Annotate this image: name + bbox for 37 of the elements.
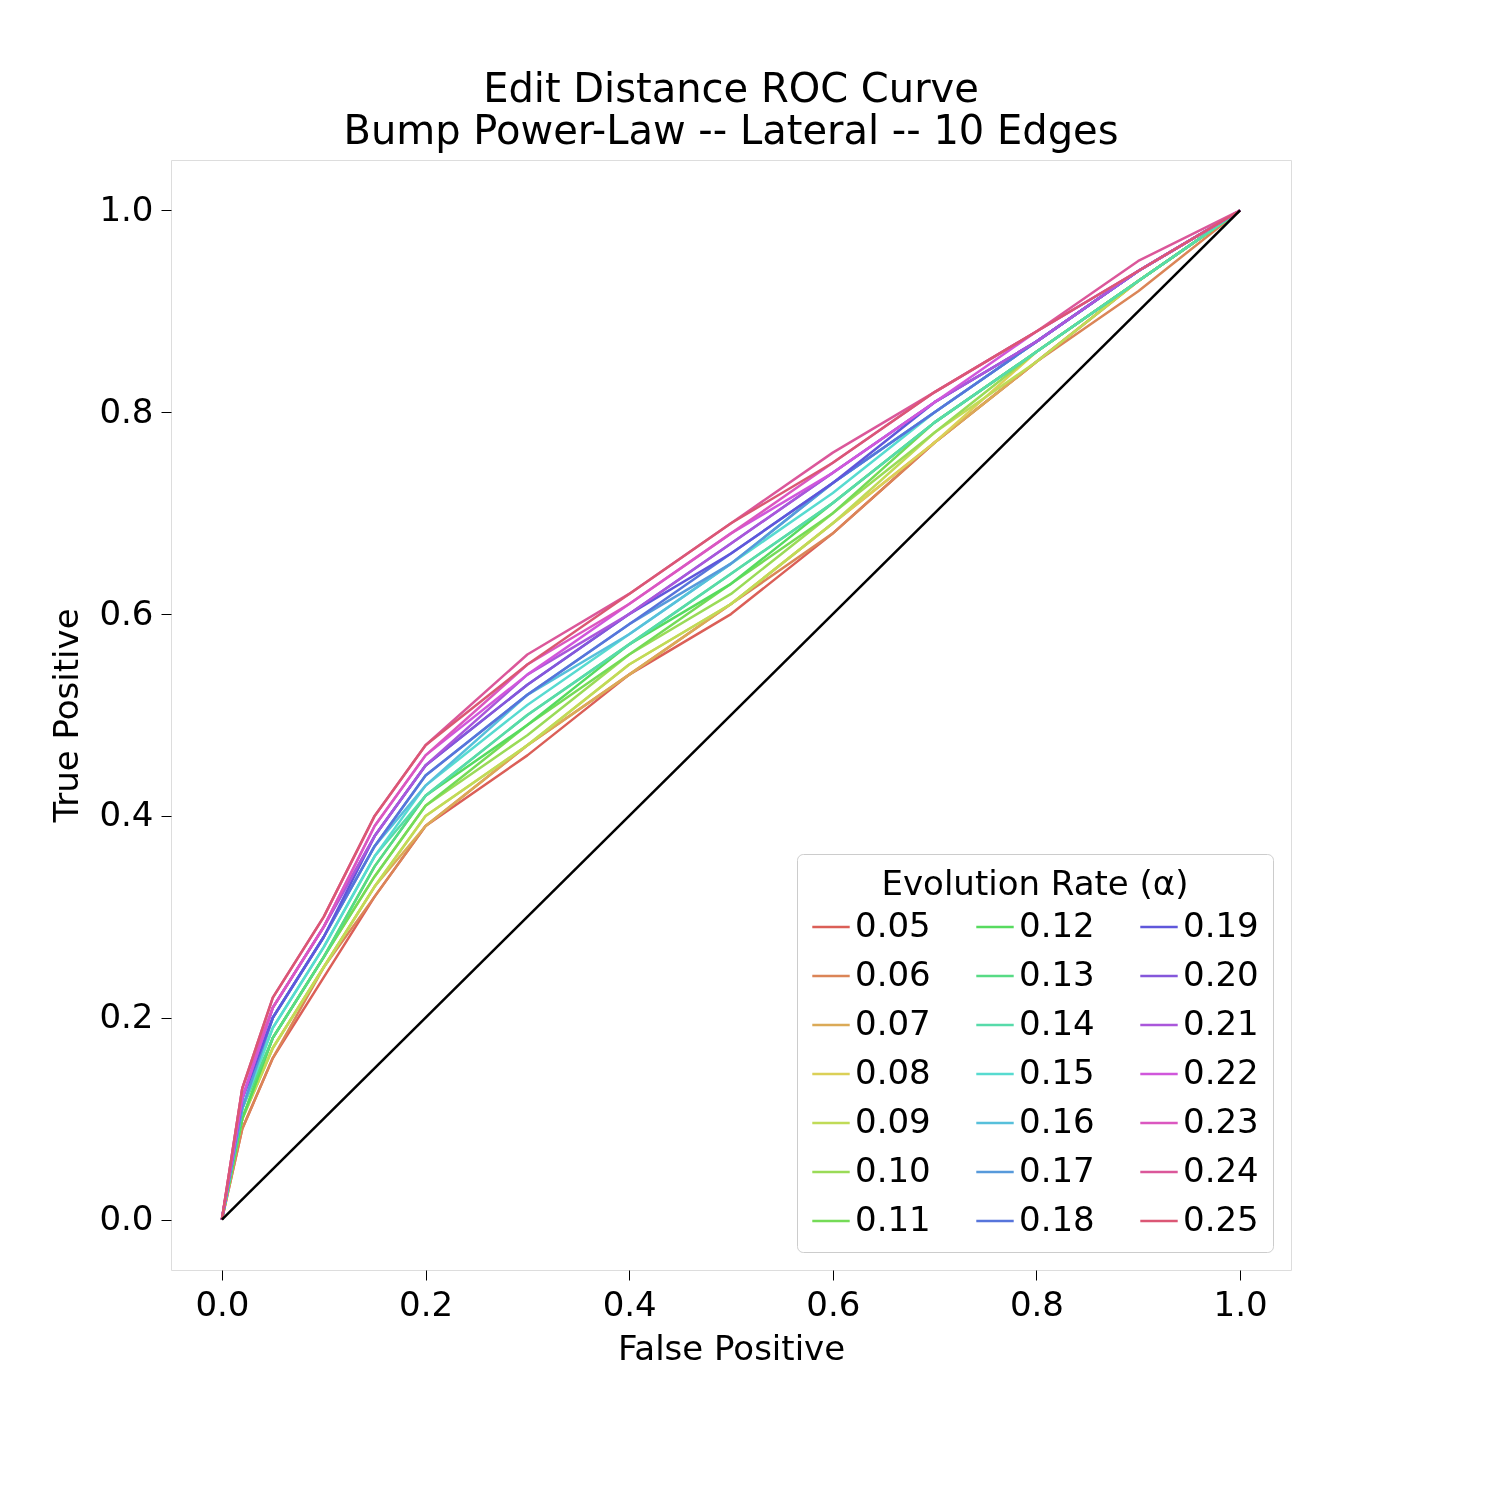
legend-label: 0.23 — [1183, 1101, 1259, 1141]
legend-label: 0.21 — [1183, 1003, 1259, 1043]
y-tick-label: 0.6 — [99, 592, 154, 633]
x-tick-label: 0.0 — [195, 1283, 250, 1324]
chart-title: Edit Distance ROC Curve Bump Power-Law -- Lateral -- 10 Edges — [343, 65, 1119, 153]
y-tick-label: 0.8 — [99, 390, 154, 431]
y-tick-label: 0.4 — [99, 794, 154, 835]
legend-label: 0.11 — [855, 1199, 931, 1239]
legend-label: 0.18 — [1019, 1199, 1095, 1239]
legend-title: Evolution Rate (α) — [881, 863, 1189, 903]
x-tick-label: 0.2 — [399, 1283, 454, 1324]
legend-label: 0.16 — [1019, 1101, 1095, 1141]
x-tick-label: 1.0 — [1213, 1283, 1268, 1324]
legend-label: 0.09 — [855, 1101, 931, 1141]
legend-label: 0.05 — [855, 905, 931, 945]
legend-label: 0.12 — [1019, 905, 1095, 945]
y-tick-label: 0.2 — [99, 996, 154, 1037]
legend-label: 0.14 — [1019, 1003, 1095, 1043]
legend-label: 0.08 — [855, 1052, 931, 1092]
x-axis-title: False Positive — [617, 1327, 846, 1368]
legend-label: 0.22 — [1183, 1052, 1259, 1092]
legend-label: 0.10 — [855, 1150, 931, 1190]
legend-label: 0.17 — [1019, 1150, 1095, 1190]
x-tick-label: 0.4 — [602, 1283, 657, 1324]
legend-label: 0.20 — [1183, 954, 1259, 994]
y-tick-label: 1.0 — [99, 188, 154, 229]
legend-label: 0.15 — [1019, 1052, 1095, 1092]
legend-label: 0.13 — [1019, 954, 1095, 994]
x-tick-label: 0.6 — [806, 1283, 861, 1324]
x-tick-label: 0.8 — [1009, 1283, 1064, 1324]
legend-label: 0.07 — [855, 1003, 931, 1043]
legend-label: 0.25 — [1183, 1199, 1259, 1239]
legend-label: 0.19 — [1183, 905, 1259, 945]
legend-label: 0.24 — [1183, 1150, 1259, 1190]
y-tick-label: 0.0 — [99, 1198, 154, 1239]
legend-label: 0.06 — [855, 954, 931, 994]
y-axis-title: True Positive — [46, 608, 87, 824]
